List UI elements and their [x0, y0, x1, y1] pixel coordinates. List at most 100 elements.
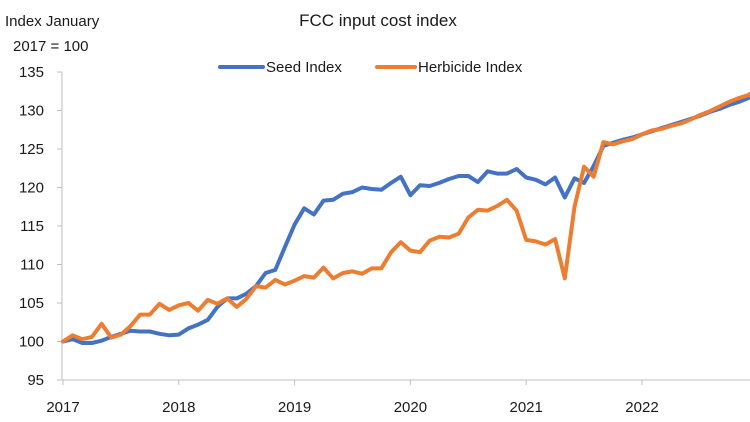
data-point-herbicide-index	[168, 309, 170, 311]
data-point-herbicide-index	[400, 241, 402, 243]
data-point-herbicide-index	[728, 101, 730, 103]
data-point-herbicide-index	[351, 270, 353, 272]
data-point-herbicide-index	[689, 119, 691, 121]
data-point-herbicide-index	[709, 110, 711, 112]
data-point-seed-index	[409, 194, 411, 196]
x-tick-labels: 2017 2018 2019 2020 2021 2022	[46, 380, 659, 416]
data-point-herbicide-index	[236, 306, 238, 308]
data-point-herbicide-index	[197, 310, 199, 312]
y-tick-label: 95	[27, 372, 44, 389]
data-point-herbicide-index	[81, 338, 83, 340]
data-point-seed-index	[294, 223, 296, 225]
data-point-herbicide-index	[458, 233, 460, 235]
data-point-herbicide-index	[525, 239, 527, 241]
data-point-herbicide-index	[332, 277, 334, 279]
data-point-herbicide-index	[516, 210, 518, 212]
data-point-herbicide-index	[265, 287, 267, 289]
data-point-seed-index	[149, 330, 151, 332]
data-point-herbicide-index	[651, 130, 653, 132]
legend: Seed Index Herbicide Index	[218, 59, 523, 76]
data-point-seed-index	[178, 334, 180, 336]
data-point-seed-index	[197, 324, 199, 326]
data-point-seed-index	[573, 177, 575, 179]
data-point-herbicide-index	[313, 277, 315, 279]
data-point-herbicide-index	[564, 277, 566, 279]
series-lines	[61, 91, 750, 345]
data-point-herbicide-index	[718, 106, 720, 108]
data-point-seed-index	[245, 293, 247, 295]
data-point-seed-index	[236, 297, 238, 299]
data-point-herbicide-index	[361, 273, 363, 275]
data-point-seed-index	[496, 173, 498, 175]
data-point-seed-index	[81, 342, 83, 344]
x-tick-label: 2019	[278, 399, 311, 416]
data-point-seed-index	[187, 327, 189, 329]
data-point-seed-index	[380, 189, 382, 191]
data-point-seed-index	[207, 319, 209, 321]
y-axis-label-line2: 2017 = 100	[13, 38, 89, 55]
data-point-seed-index	[216, 306, 218, 308]
y-axis-label-line1: Index January	[5, 13, 100, 30]
data-point-herbicide-index	[62, 341, 64, 342]
data-point-herbicide-index	[583, 166, 585, 168]
data-point-herbicide-index	[680, 123, 682, 125]
data-point-seed-index	[274, 269, 276, 271]
data-point-herbicide-index	[245, 298, 247, 300]
data-point-seed-index	[390, 182, 392, 184]
data-point-herbicide-index	[631, 138, 633, 140]
data-point-seed-index	[419, 184, 421, 186]
chart-title: FCC input cost index	[299, 11, 457, 30]
data-point-seed-index	[564, 197, 566, 199]
data-point-seed-index	[168, 334, 170, 336]
data-point-herbicide-index	[670, 125, 672, 127]
data-point-herbicide-index	[545, 243, 547, 245]
data-point-herbicide-index	[593, 176, 595, 178]
data-point-herbicide-index	[101, 323, 103, 325]
y-tick-label: 130	[19, 103, 44, 120]
series-line-herbicide-index	[61, 91, 750, 344]
x-tick-label: 2017	[46, 399, 79, 416]
x-tick-label: 2021	[510, 399, 543, 416]
data-point-herbicide-index	[429, 240, 431, 242]
data-point-herbicide-index	[660, 128, 662, 130]
data-point-herbicide-index	[622, 140, 624, 142]
data-point-herbicide-index	[72, 334, 74, 336]
data-point-herbicide-index	[699, 114, 701, 116]
data-point-herbicide-index	[139, 314, 141, 316]
data-point-herbicide-index	[274, 279, 276, 281]
data-point-seed-index	[458, 175, 460, 177]
data-point-herbicide-index	[535, 240, 537, 242]
data-point-herbicide-index	[477, 209, 479, 211]
y-tick-label: 110	[20, 257, 44, 274]
data-point-herbicide-index	[91, 336, 93, 338]
data-point-herbicide-index	[438, 236, 440, 238]
legend-label-herbicide: Herbicide Index	[418, 59, 523, 76]
data-point-herbicide-index	[294, 280, 296, 282]
data-point-herbicide-index	[448, 237, 450, 239]
data-point-herbicide-index	[149, 314, 151, 316]
data-point-seed-index	[583, 182, 585, 184]
data-point-seed-index	[139, 330, 141, 332]
data-point-seed-index	[554, 176, 556, 178]
data-point-seed-index	[593, 165, 595, 167]
data-point-seed-index	[477, 181, 479, 183]
data-point-seed-index	[342, 193, 344, 195]
y-tick-label: 115	[20, 218, 44, 235]
data-point-herbicide-index	[323, 267, 325, 269]
data-point-seed-index	[91, 342, 93, 344]
data-point-herbicide-index	[487, 210, 489, 212]
data-point-herbicide-index	[419, 251, 421, 253]
legend-label-seed: Seed Index	[266, 59, 342, 76]
data-point-herbicide-index	[554, 238, 556, 240]
data-point-seed-index	[545, 183, 547, 185]
data-point-seed-index	[535, 179, 537, 181]
data-point-seed-index	[516, 168, 518, 170]
data-point-herbicide-index	[467, 217, 469, 219]
data-point-seed-index	[323, 200, 325, 202]
y-tick-label: 135	[19, 64, 44, 81]
data-point-herbicide-index	[120, 334, 122, 336]
data-point-herbicide-index	[284, 284, 286, 286]
data-point-herbicide-index	[207, 299, 209, 301]
data-point-seed-index	[158, 333, 160, 335]
